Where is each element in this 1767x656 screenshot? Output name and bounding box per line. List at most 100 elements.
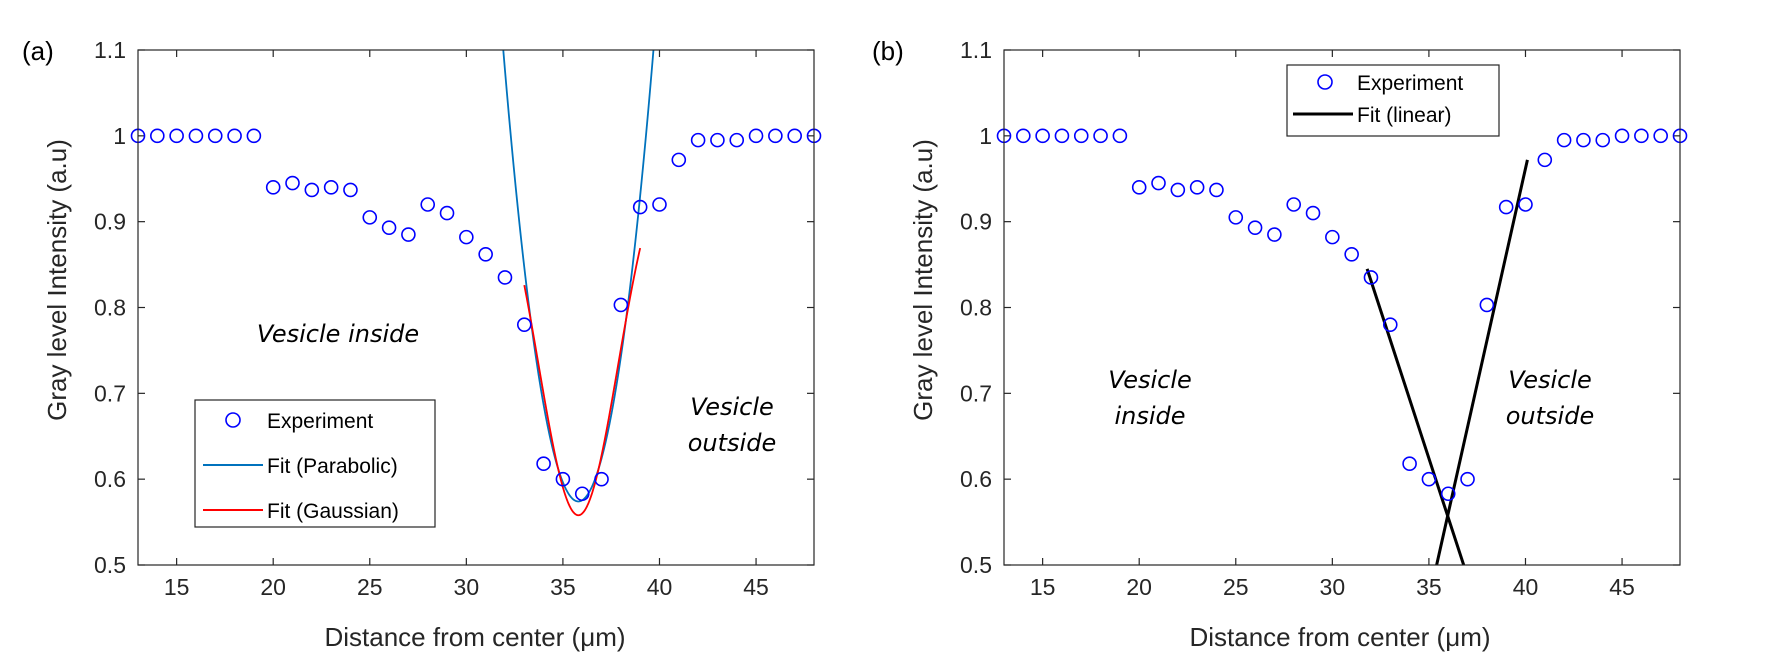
panel-b-xtick-label: 15 xyxy=(1030,574,1056,600)
panel-a-experiment-point xyxy=(594,471,609,487)
legend-label-parabolic: Fit (Parabolic) xyxy=(267,455,398,478)
panel-a-experiment-point xyxy=(150,128,165,144)
panel-a-annotation-outside-line2: outside xyxy=(688,429,776,457)
panel-a-fit-parabola xyxy=(502,50,655,503)
panel-b-experiment-point xyxy=(1189,180,1205,195)
panel-b-experiment-point xyxy=(1209,182,1224,198)
panel-b-ylabel: Gray level Intensity (a.u) xyxy=(908,139,938,421)
panel-b-experiment-point xyxy=(1576,132,1591,148)
panel-a-experiment-point xyxy=(304,182,320,198)
panel-a-experiment-point xyxy=(690,132,706,148)
panel-a-experiment-point xyxy=(671,152,687,168)
panel-b-experiment-point xyxy=(1016,128,1031,144)
panel-b-experiment-point xyxy=(1093,128,1108,144)
panel-a-experiment-point xyxy=(497,270,513,285)
panel-a-experiment-point xyxy=(285,175,300,191)
panel-a-annotation-inside: Vesicle inside xyxy=(257,320,419,348)
panel-a-ytick-label: 0.7 xyxy=(94,380,126,406)
panel-b-experiment-point xyxy=(1614,128,1630,144)
panel-a-experiment-point xyxy=(536,456,551,472)
panel-a-experiment-point xyxy=(381,220,397,235)
panel-b-fit-linear-segment-1 xyxy=(1365,268,1466,565)
panel-a-axes-box xyxy=(137,49,815,566)
panel-b-annotation-inside-line2: inside xyxy=(1114,402,1185,430)
panel-a-ytick-label: 0.5 xyxy=(94,552,126,578)
legend-label-experiment: Experiment xyxy=(1357,72,1463,95)
panel-b-experiment-point xyxy=(1035,128,1050,144)
panel-b-xtick-label: 25 xyxy=(1223,574,1249,600)
panel-b-experiment-point xyxy=(1518,197,1533,212)
panel-b-experiment-point xyxy=(1228,210,1244,225)
panel-a-experiment-point xyxy=(207,128,223,144)
panel-a-experiment-point xyxy=(420,197,436,212)
panel-a-experiment-point xyxy=(227,128,242,144)
legend-label-gaussian: Fit (Gaussian) xyxy=(267,500,399,523)
panel-b-xtick-label: 45 xyxy=(1609,574,1635,600)
panel-b-experiment-point xyxy=(1479,297,1495,313)
panel-a: (a) Gray level Intensity (a.u) Distance … xyxy=(22,36,822,652)
legend-marker-experiment xyxy=(1317,74,1333,90)
panel-a-ytick-label: 1.1 xyxy=(94,37,126,63)
panel-b-label: (b) xyxy=(872,36,904,66)
panel-b-ytick-label: 1 xyxy=(979,123,992,149)
panel-a-xtick-label: 15 xyxy=(164,574,190,600)
panel-b-experiment-point xyxy=(1054,128,1070,144)
panel-a-xtick-label: 20 xyxy=(260,574,286,600)
panel-a-xtick-label: 25 xyxy=(357,574,383,600)
panel-b-experiment-point xyxy=(1170,182,1186,198)
panel-a-experiment-point xyxy=(574,486,590,502)
legend-label-experiment: Experiment xyxy=(267,410,373,433)
panel-b-experiment-point xyxy=(1247,220,1263,235)
panel-a-experiment-point xyxy=(787,128,802,144)
panel-b-experiment-point xyxy=(1073,128,1089,144)
panel-b-experiment-point xyxy=(1421,471,1437,487)
panel-b-experiment-point xyxy=(1286,197,1302,212)
panel-b-legend-box xyxy=(1286,64,1500,137)
panel-b-experiment-point xyxy=(1267,227,1282,242)
panel-b-annotation-outside-line1: Vesicle xyxy=(1508,366,1592,394)
panel-a-ytick-label: 1 xyxy=(113,123,126,149)
panel-a-ytick-label: 0.9 xyxy=(94,209,126,235)
panel-a-ytick-label: 0.6 xyxy=(94,466,126,492)
panel-a-xtick-label: 45 xyxy=(743,574,769,600)
panel-a-experiment-point xyxy=(439,205,455,221)
panel-a-xtick-label: 35 xyxy=(550,574,576,600)
panel-b-experiment-point xyxy=(1634,128,1649,144)
panel-b-xtick-label: 35 xyxy=(1416,574,1442,600)
panel-a-legend-box xyxy=(194,399,436,528)
panel-b-experiment-point xyxy=(1382,317,1398,332)
panel-a-experiment-point xyxy=(652,197,667,212)
panel-b-xtick-label: 20 xyxy=(1126,574,1152,600)
panel-a-legend: Experiment Fit (Parabolic) Fit (Gaussian… xyxy=(194,399,436,528)
panel-a-experiment-point xyxy=(768,128,783,144)
panel-b-annotation-inside-line1: Vesicle xyxy=(1108,366,1192,394)
panel-a-experiment-point xyxy=(555,471,571,487)
panel-b-ytick-label: 0.5 xyxy=(960,552,992,578)
panel-b-experiment-point xyxy=(1131,180,1147,195)
panel-a-experiment-point xyxy=(343,182,358,198)
panel-b-experiment-point xyxy=(1112,128,1128,144)
panel-b-experiment-point xyxy=(1595,132,1611,148)
panel-a-experiment-point xyxy=(265,180,281,195)
panel-b-annotation-outside-line2: outside xyxy=(1506,402,1594,430)
panel-a-experiment-point xyxy=(246,128,262,144)
panel-b-ytick-label: 1.1 xyxy=(960,37,992,63)
panel-a-experiment-point xyxy=(729,132,745,148)
panel-b: (b) Gray level Intensity (a.u) Distance … xyxy=(872,36,1688,652)
panel-b-xtick-label: 30 xyxy=(1320,574,1346,600)
legend-label-linear: Fit (linear) xyxy=(1357,104,1452,127)
legend-marker-experiment xyxy=(225,412,241,428)
panel-b-xlabel: Distance from center (μm) xyxy=(1189,622,1490,652)
panel-b-legend: Experiment Fit (linear) xyxy=(1286,64,1500,137)
panel-a-experiment-point xyxy=(710,132,725,148)
panel-b-experiment-point xyxy=(1440,486,1456,502)
panel-a-label: (a) xyxy=(22,36,54,66)
panel-a-xlabel: Distance from center (μm) xyxy=(324,622,625,652)
panel-b-axes-box xyxy=(1003,49,1681,566)
panel-a-annotation-outside-line1: Vesicle xyxy=(690,393,774,421)
panel-b-ytick-label: 0.7 xyxy=(960,380,992,406)
panel-a-experiment-point xyxy=(169,128,184,144)
panel-b-fit-linear-segment-2 xyxy=(1435,159,1529,565)
panel-b-experiment-point xyxy=(1460,471,1475,487)
